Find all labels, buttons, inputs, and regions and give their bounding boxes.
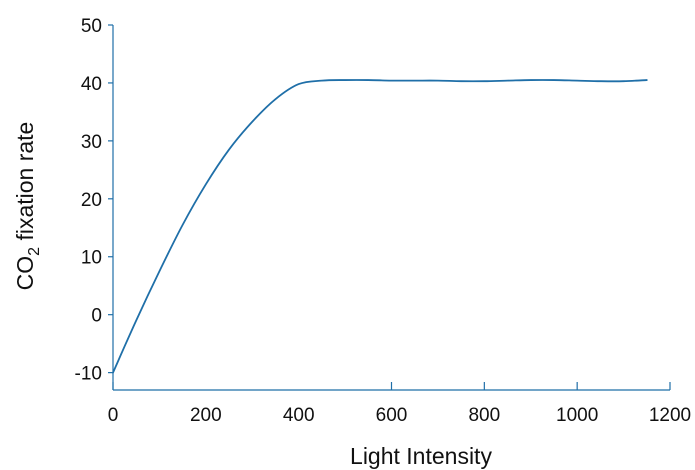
x-axis: 0 200 400 600 800 1000 1200 [108, 382, 691, 426]
x-tick-label: 1000 [556, 405, 598, 426]
y-axis-title-main: CO [12, 256, 38, 291]
y-axis: -10 0 10 20 30 40 50 [75, 16, 114, 390]
y-tick-label: -10 [75, 364, 102, 385]
y-tick-label: 40 [81, 74, 102, 95]
data-series-line [112, 79, 648, 374]
x-tick-label: 1200 [649, 405, 691, 426]
plot-area [112, 79, 648, 374]
y-tick-label: 30 [81, 132, 102, 153]
x-axis-title: Light Intensity [350, 443, 492, 469]
y-tick-label: 10 [81, 248, 102, 269]
y-tick-label: 50 [81, 16, 102, 37]
x-tick-label: 200 [190, 405, 222, 426]
x-tick-label: 600 [376, 405, 408, 426]
y-tick-label: 0 [91, 306, 102, 327]
x-tick-label: 0 [108, 405, 119, 426]
y-axis-title-subscript: 2 [26, 247, 43, 256]
y-tick-label: 20 [81, 190, 102, 211]
y-axis-title-rest: fixation rate [12, 122, 38, 247]
x-tick-label: 800 [468, 405, 500, 426]
y-axis-title: CO2 fixation rate [12, 122, 43, 291]
x-tick-label: 400 [283, 405, 315, 426]
